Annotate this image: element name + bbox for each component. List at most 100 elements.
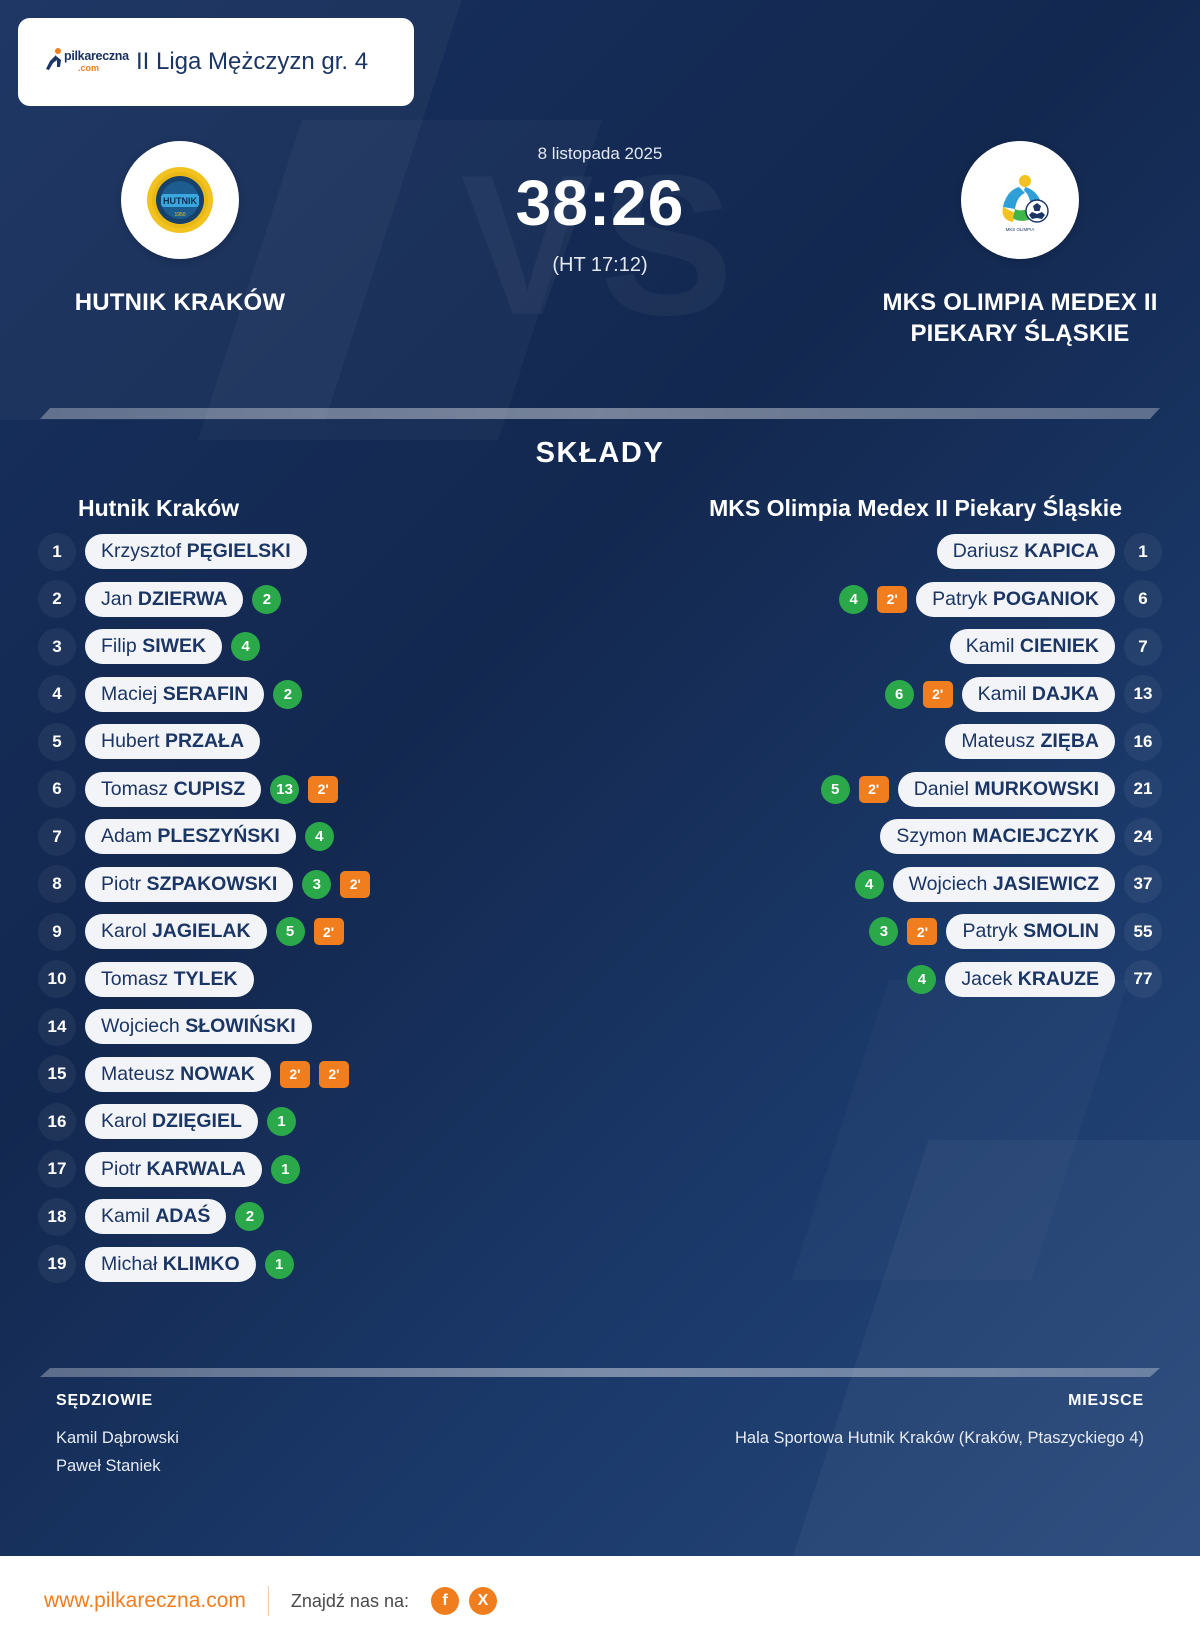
penalty-badge: 2' [279, 1060, 310, 1088]
league-title: II Liga Mężczyzn gr. 4 [136, 48, 369, 75]
player-row[interactable]: 14 Wojciech SŁOWIŃSKI [38, 1003, 562, 1051]
player-name-pill[interactable]: Hubert PRZAŁA [85, 724, 261, 760]
player-name-pill[interactable]: Mateusz ZIĘBA [945, 724, 1115, 760]
league-badge[interactable]: pilkareczna .com II Liga Mężczyzn gr. 4 [18, 18, 414, 106]
player-name-pill[interactable]: Dariusz KAPICA [936, 534, 1115, 570]
player-row[interactable]: Kamil CIENIEK 7 [638, 623, 1162, 671]
player-name-pill[interactable]: Mateusz NOWAK [85, 1056, 271, 1092]
player-first-name: Jacek [961, 967, 1013, 990]
player-name-pill[interactable]: Karol DZIĘGIEL [85, 1104, 258, 1140]
player-row[interactable]: 18 Kamil ADAŚ 2 [38, 1193, 562, 1241]
player-name-pill[interactable]: Jan DZIERWA [85, 581, 244, 617]
player-last-name: ZIĘBA [1040, 730, 1100, 753]
player-row[interactable]: Dariusz KAPICA 1 [638, 528, 1162, 576]
player-last-name: KARWALA [146, 1157, 246, 1180]
player-row[interactable]: Mateusz ZIĘBA 16 [638, 718, 1162, 766]
player-name-pill[interactable]: Wojciech SŁOWIŃSKI [85, 1009, 312, 1045]
penalty-badge: 2' [922, 680, 953, 708]
player-row[interactable]: 8 Piotr SZPAKOWSKI 3 2' [38, 861, 562, 909]
player-name-pill[interactable]: Krzysztof PĘGIELSKI [85, 534, 307, 570]
jersey-number: 15 [38, 1055, 76, 1094]
goal-count-badge: 5 [820, 774, 850, 804]
player-row[interactable]: 4 Wojciech JASIEWICZ 37 [638, 861, 1162, 909]
player-name-pill[interactable]: Tomasz CUPISZ [85, 771, 262, 807]
home-player-list: 1 Krzysztof PĘGIELSKI 2 Jan DZIERWA 2 3 Filip … [38, 528, 562, 1288]
jersey-number: 3 [38, 627, 76, 666]
player-last-name: CIENIEK [1019, 635, 1099, 658]
away-team-block: MKS OLIMPIA MKS OLIMPIA MEDEX II PIEKARY… [840, 128, 1200, 349]
player-row[interactable]: 5 Hubert PRZAŁA [38, 718, 562, 766]
player-name-pill[interactable]: Wojciech JASIEWICZ [892, 866, 1115, 902]
player-row[interactable]: 16 Karol DZIĘGIEL 1 [38, 1098, 562, 1146]
player-name-pill[interactable]: Kamil CIENIEK [949, 629, 1115, 665]
player-last-name: PĘGIELSKI [186, 540, 291, 563]
jersey-number: 37 [1124, 865, 1162, 904]
player-first-name: Wojciech [101, 1015, 180, 1038]
player-first-name: Karol [101, 1110, 147, 1133]
player-name-pill[interactable]: Kamil ADAŚ [85, 1199, 227, 1235]
player-row[interactable]: 6 Tomasz CUPISZ 13 2' [38, 766, 562, 814]
player-name-pill[interactable]: Piotr SZPAKOWSKI [85, 866, 294, 902]
jersey-number: 14 [38, 1007, 76, 1046]
referee-name: Kamil Dąbrowski [56, 1429, 179, 1447]
player-first-name: Michał [101, 1252, 158, 1275]
goal-count-badge: 4 [231, 632, 261, 662]
player-row[interactable]: 15 Mateusz NOWAK 2' 2' [38, 1051, 562, 1099]
player-row[interactable]: 7 Adam PLESZYŃSKI 4 [38, 813, 562, 861]
player-name-pill[interactable]: Michał KLIMKO [85, 1246, 256, 1282]
player-row[interactable]: 19 Michał KLIMKO 1 [38, 1241, 562, 1289]
jersey-number: 6 [1124, 580, 1162, 619]
player-name-pill[interactable]: Patryk SMOLIN [946, 914, 1115, 950]
player-last-name: SERAFIN [162, 682, 249, 705]
player-row[interactable]: 4 Jacek KRAUZE 77 [638, 956, 1162, 1004]
player-name-pill[interactable]: Maciej SERAFIN [85, 676, 265, 712]
venue-block: MIEJSCE Hala Sportowa Hutnik Kraków (Kra… [735, 1392, 1144, 1481]
player-last-name: JAGIELAK [151, 920, 251, 943]
player-name-pill[interactable]: Daniel MURKOWSKI [897, 771, 1115, 807]
goal-count-badge: 2 [252, 584, 282, 614]
jersey-number: 55 [1124, 912, 1162, 951]
player-first-name: Kamil [101, 1205, 150, 1228]
player-name-pill[interactable]: Jacek KRAUZE [945, 961, 1115, 997]
player-row[interactable]: 5 2' Daniel MURKOWSKI 21 [638, 766, 1162, 814]
player-row[interactable]: 17 Piotr KARWALA 1 [38, 1146, 562, 1194]
goal-count-badge: 3 [869, 917, 899, 947]
player-first-name: Tomasz [101, 967, 169, 990]
player-row[interactable]: 6 2' Kamil DAJKA 13 [638, 671, 1162, 719]
player-name-pill[interactable]: Piotr KARWALA [85, 1151, 262, 1187]
penalty-badge: 2' [308, 775, 339, 803]
player-row[interactable]: 9 Karol JAGIELAK 5 2' [38, 908, 562, 956]
player-first-name: Kamil [965, 635, 1015, 658]
player-row[interactable]: 3 2' Patryk SMOLIN 55 [638, 908, 1162, 956]
player-name-pill[interactable]: Filip SIWEK [85, 629, 223, 665]
player-name-pill[interactable]: Patryk POGANIOK [916, 581, 1115, 617]
jersey-number: 5 [38, 722, 76, 761]
player-first-name: Patryk [962, 920, 1018, 943]
section-divider [40, 408, 1160, 419]
jersey-number: 10 [38, 960, 76, 999]
player-first-name: Jan [101, 587, 133, 610]
facebook-icon[interactable]: f [430, 1587, 459, 1615]
x-twitter-icon[interactable]: X [468, 1587, 497, 1615]
player-row[interactable]: 2 Jan DZIERWA 2 [38, 576, 562, 624]
player-last-name: PLESZYŃSKI [157, 825, 280, 848]
player-first-name: Kamil [977, 682, 1027, 705]
goal-count-badge: 6 [884, 679, 914, 709]
player-last-name: KRAUZE [1017, 967, 1099, 990]
player-row[interactable]: 3 Filip SIWEK 4 [38, 623, 562, 671]
site-url-link[interactable]: www.pilkareczna.com [44, 1589, 246, 1612]
penalty-badge: 2' [313, 918, 344, 946]
player-row[interactable]: 10 Tomasz TYLEK [38, 956, 562, 1004]
player-row[interactable]: 4 2' Patryk POGANIOK 6 [638, 576, 1162, 624]
player-name-pill[interactable]: Tomasz TYLEK [85, 961, 254, 997]
player-name-pill[interactable]: Kamil DAJKA [961, 676, 1115, 712]
jersey-number: 1 [1124, 532, 1162, 571]
player-row[interactable]: 1 Krzysztof PĘGIELSKI [38, 528, 562, 576]
match-header: VS HUTNIK 1950 HUTNIK KRAKÓW 8 listopada… [0, 128, 1200, 398]
player-name-pill[interactable]: Karol JAGIELAK [85, 914, 267, 950]
player-name-pill[interactable]: Adam PLESZYŃSKI [85, 819, 296, 855]
player-row[interactable]: Szymon MACIEJCZYK 24 [638, 813, 1162, 861]
player-row[interactable]: 4 Maciej SERAFIN 2 [38, 671, 562, 719]
player-name-pill[interactable]: Szymon MACIEJCZYK [880, 819, 1115, 855]
